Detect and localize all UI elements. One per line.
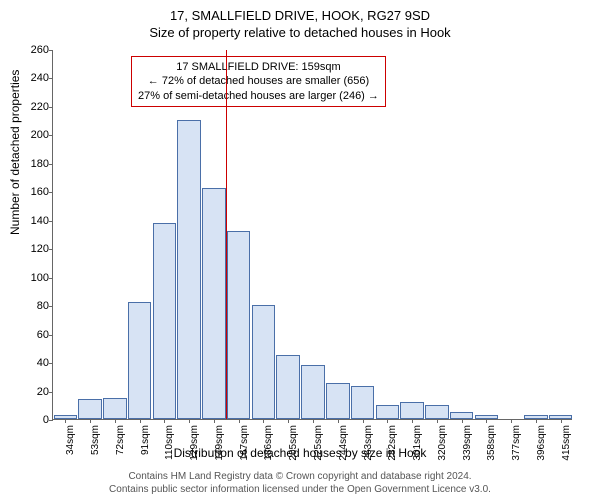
histogram-bar [425,405,449,419]
footer-line2: Contains public sector information licen… [0,483,600,496]
histogram-bar [450,412,474,419]
footer-attribution: Contains HM Land Registry data © Crown c… [0,470,600,496]
histogram-bar [202,188,226,419]
x-axis-label: Distribution of detached houses by size … [0,446,600,460]
x-tick-mark [412,419,413,423]
y-tick-mark [49,78,53,79]
histogram-bar [326,383,350,419]
x-tick-mark [462,419,463,423]
chart-title-line2: Size of property relative to detached ho… [0,23,600,40]
y-tick-mark [49,335,53,336]
y-tick-mark [49,363,53,364]
histogram-bar [276,355,300,419]
y-tick-mark [49,392,53,393]
histogram-bar [252,305,276,419]
x-tick-mark [164,419,165,423]
x-tick-mark [239,419,240,423]
x-tick-mark [140,419,141,423]
histogram-bar [177,120,201,419]
y-tick-mark [49,221,53,222]
histogram-bar [376,405,400,419]
y-tick-mark [49,249,53,250]
reference-marker-line [226,50,227,419]
histogram-bar [301,365,325,419]
y-tick-mark [49,306,53,307]
x-tick-mark [288,419,289,423]
x-tick-mark [561,419,562,423]
x-tick-mark [437,419,438,423]
x-tick-mark [214,419,215,423]
annotation-line3: 27% of semi-detached houses are larger (… [138,89,379,103]
y-tick-mark [49,192,53,193]
y-tick-mark [49,107,53,108]
y-axis-label: Number of detached properties [8,70,22,235]
x-tick-mark [313,419,314,423]
histogram-bar [128,302,152,419]
annotation-box: 17 SMALLFIELD DRIVE: 159sqm ← 72% of det… [131,56,386,107]
x-tick-mark [387,419,388,423]
y-tick-mark [49,164,53,165]
histogram-bar [400,402,424,419]
x-tick-mark [536,419,537,423]
x-tick-mark [115,419,116,423]
x-tick-mark [511,419,512,423]
chart-title-line1: 17, SMALLFIELD DRIVE, HOOK, RG27 9SD [0,0,600,23]
x-tick-mark [65,419,66,423]
y-tick-mark [49,135,53,136]
histogram-bar [153,223,177,419]
footer-line1: Contains HM Land Registry data © Crown c… [0,470,600,483]
histogram-bar [103,398,127,419]
x-tick-mark [486,419,487,423]
y-tick-mark [49,278,53,279]
x-tick-mark [189,419,190,423]
x-tick-mark [363,419,364,423]
histogram-bar [227,231,251,419]
histogram-bar [78,399,102,419]
x-tick-mark [338,419,339,423]
plot-area: 17 SMALLFIELD DRIVE: 159sqm ← 72% of det… [52,50,572,420]
annotation-line1: 17 SMALLFIELD DRIVE: 159sqm [138,60,379,74]
histogram-chart: 17, SMALLFIELD DRIVE, HOOK, RG27 9SD Siz… [0,0,600,500]
y-tick-mark [49,50,53,51]
x-tick-mark [90,419,91,423]
histogram-bar [351,386,375,419]
annotation-line2: ← 72% of detached houses are smaller (65… [138,74,379,88]
x-tick-mark [263,419,264,423]
y-tick-mark [49,420,53,421]
